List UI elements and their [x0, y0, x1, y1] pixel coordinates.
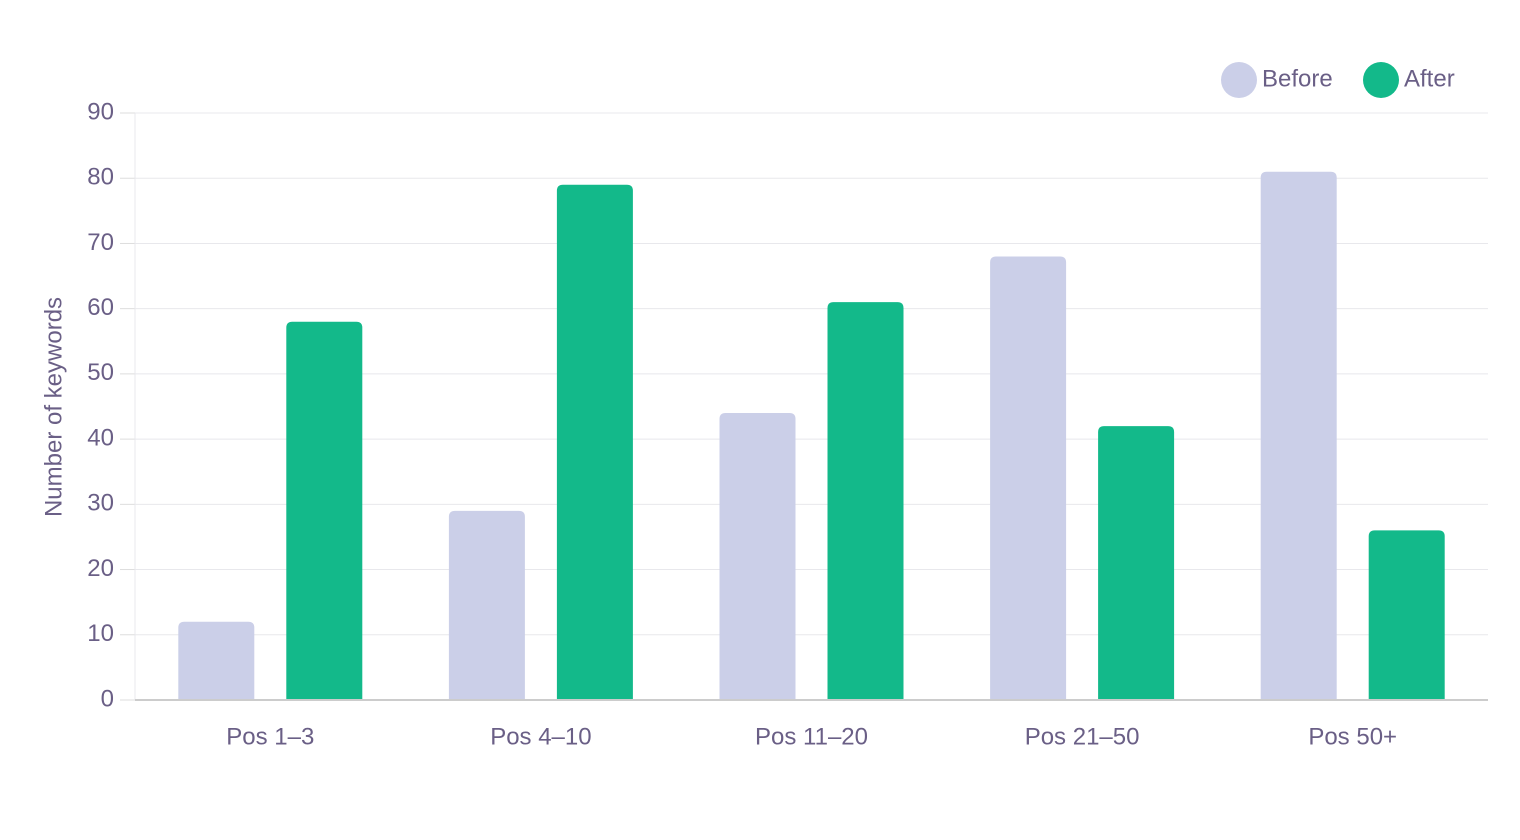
x-tick-label: Pos 1–3 [226, 723, 314, 750]
y-tick-label: 80 [87, 164, 114, 191]
bar [556, 184, 633, 700]
y-tick-label: 0 [101, 685, 114, 712]
y-axis-label: Number of keywords [40, 297, 67, 517]
bar [286, 321, 363, 700]
y-tick-label: 40 [87, 424, 114, 451]
x-tick-label: Pos 21–50 [1025, 723, 1140, 750]
y-tick-label: 90 [87, 98, 114, 125]
y-tick-label: 70 [87, 229, 114, 256]
bar [178, 621, 255, 700]
y-tick-label: 30 [87, 490, 114, 517]
y-tick-label: 50 [87, 359, 114, 386]
x-tick-label: Pos 50+ [1308, 723, 1397, 750]
y-tick-label: 10 [87, 620, 114, 647]
legend-swatch [1363, 62, 1399, 98]
bar [1368, 530, 1445, 700]
y-tick-label: 20 [87, 555, 114, 582]
legend-label: Before [1262, 65, 1333, 92]
bar [827, 302, 904, 700]
x-tick-label: Pos 11–20 [755, 723, 868, 750]
bar [719, 413, 796, 700]
legend-label: After [1404, 65, 1455, 92]
bar [1260, 171, 1337, 700]
legend-swatch [1221, 62, 1257, 98]
bar [1098, 426, 1175, 700]
x-tick-label: Pos 4–10 [490, 723, 591, 750]
bar [990, 256, 1067, 700]
bar [448, 510, 525, 700]
y-tick-label: 60 [87, 294, 114, 321]
